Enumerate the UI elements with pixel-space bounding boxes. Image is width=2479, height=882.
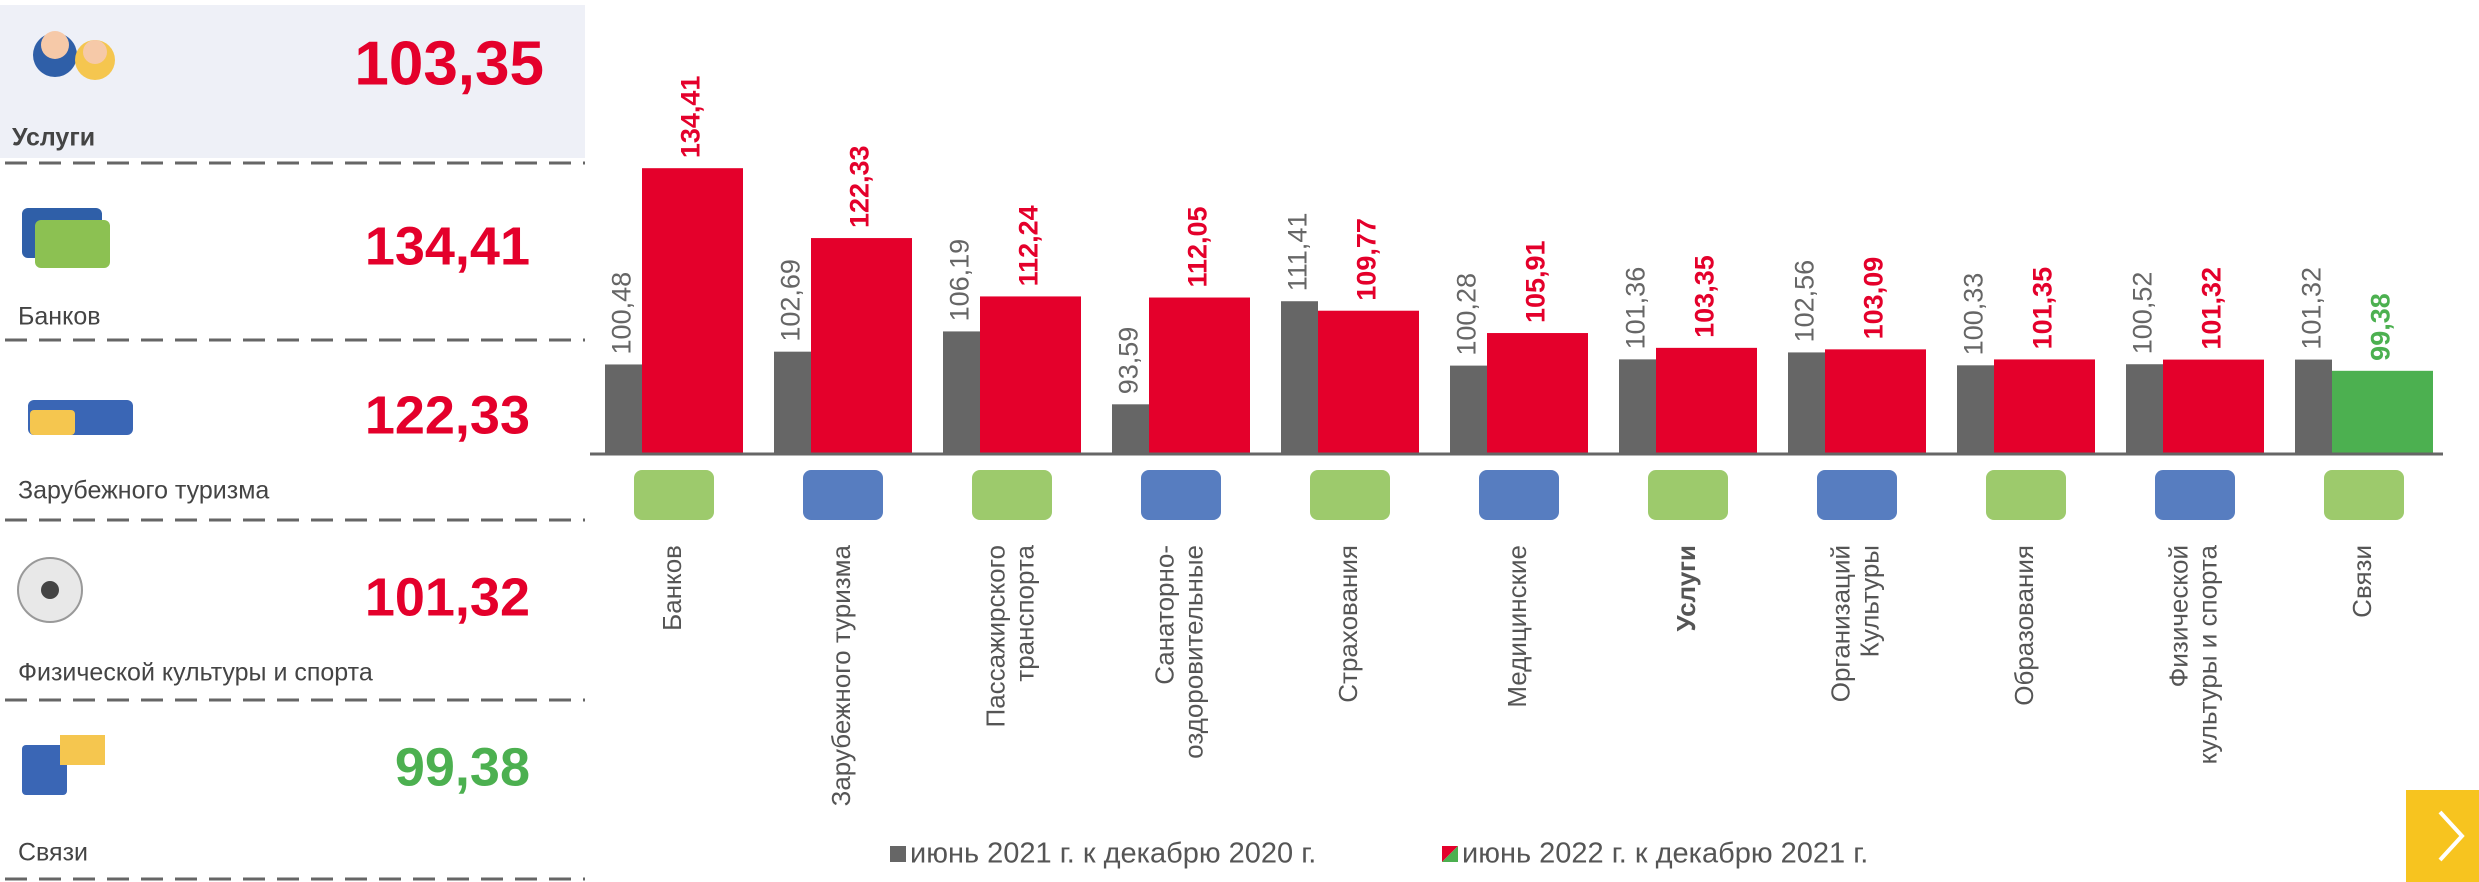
value-label: 102,56	[1790, 260, 1820, 343]
bar	[1450, 366, 1487, 454]
category-icon	[1648, 470, 1728, 520]
value-label: 101,32	[2297, 267, 2327, 350]
value-label: 103,09	[1859, 257, 1889, 340]
bar	[1994, 359, 2095, 454]
bar	[2332, 371, 2433, 454]
x-tick-label: ОрганизацийКультуры	[1826, 545, 1885, 702]
category-icon	[1479, 470, 1559, 520]
category-icon	[1986, 470, 2066, 520]
value-label: 122,33	[845, 145, 875, 228]
value-label: 100,52	[2128, 272, 2158, 355]
infographic: Услуги 103,35 Банков 134,41 Зарубежного тури…	[0, 0, 2479, 882]
category-icon	[972, 470, 1052, 520]
category-icon	[803, 470, 883, 520]
panel-value: 99,38	[395, 737, 530, 797]
category-icon	[1141, 470, 1221, 520]
bar	[642, 168, 743, 454]
legend-label: июнь 2022 г. к декабрю 2021 г.	[1462, 838, 1868, 870]
value-label: 100,48	[607, 272, 637, 355]
panel-label: Банков	[18, 303, 101, 331]
value-label: 99,38	[2366, 293, 2396, 361]
x-tick-label: Медицинские	[1502, 545, 1532, 708]
panel-value: 101,32	[365, 567, 530, 627]
value-label: 134,41	[676, 76, 706, 159]
panel-label: Связи	[18, 839, 88, 867]
bar	[1281, 301, 1318, 454]
legend-label: июнь 2021 г. к декабрю 2020 г.	[910, 838, 1316, 870]
category-icon	[2324, 470, 2404, 520]
bar	[943, 331, 980, 454]
value-label: 111,41	[1283, 213, 1313, 292]
x-tick-label: Образования	[2009, 545, 2039, 706]
x-tick-label: Услуги	[1671, 545, 1701, 631]
bar	[1619, 359, 1656, 454]
value-label: 112,24	[1014, 205, 1044, 286]
category-icon	[634, 470, 714, 520]
value-label: 109,77	[1352, 218, 1382, 301]
category-icon	[1817, 470, 1897, 520]
bar	[811, 238, 912, 454]
category-icon	[2155, 470, 2235, 520]
value-label: 105,91	[1521, 240, 1551, 323]
bar	[1825, 349, 1926, 454]
panel-value: 103,35	[354, 29, 544, 98]
bar	[1149, 298, 1250, 454]
x-tick-label: Связи	[2347, 545, 2377, 618]
bar	[774, 352, 811, 454]
value-label: 106,19	[945, 239, 975, 322]
value-label: 103,35	[1690, 255, 1720, 338]
page: Услуги 103,35 Банков 134,41 Зарубежного тури…	[0, 0, 2479, 882]
bar	[605, 364, 642, 454]
value-label: 101,32	[2197, 267, 2227, 350]
bar	[2126, 364, 2163, 454]
next-button[interactable]	[2406, 790, 2479, 882]
category-icon	[1310, 470, 1390, 520]
bar	[1487, 333, 1588, 454]
bar	[980, 296, 1081, 454]
bar	[2163, 360, 2264, 454]
x-tick-label: Зарубежного туризма	[826, 544, 856, 806]
bar	[1112, 404, 1149, 454]
panel-value: 122,33	[365, 385, 530, 445]
x-tick-label: Банков	[657, 545, 687, 631]
legend-swatch	[890, 846, 906, 862]
x-tick-label: Физическойкультуры и спорта	[2164, 544, 2223, 764]
value-label: 101,35	[2028, 267, 2058, 350]
value-label: 102,69	[776, 259, 806, 342]
x-tick-label: Санаторно-оздоровительные	[1150, 545, 1209, 759]
x-tick-label: Пассажирскоготранспорта	[981, 544, 1040, 727]
bar	[1957, 365, 1994, 454]
panel-label: Зарубежного туризма	[18, 477, 269, 505]
panel-label: Физической культуры и спорта	[18, 659, 373, 687]
value-label: 100,28	[1452, 273, 1482, 356]
value-label: 101,36	[1621, 267, 1651, 350]
bar	[2295, 360, 2332, 454]
value-label: 112,05	[1183, 206, 1213, 287]
bar	[1788, 352, 1825, 454]
value-label: 93,59	[1114, 327, 1144, 395]
bar	[1656, 348, 1757, 454]
panel-label: Услуги	[12, 124, 95, 152]
value-label: 100,33	[1959, 273, 1989, 356]
x-tick-label: Страхования	[1333, 545, 1363, 703]
panel-value: 134,41	[365, 216, 530, 276]
bar	[1318, 311, 1419, 454]
